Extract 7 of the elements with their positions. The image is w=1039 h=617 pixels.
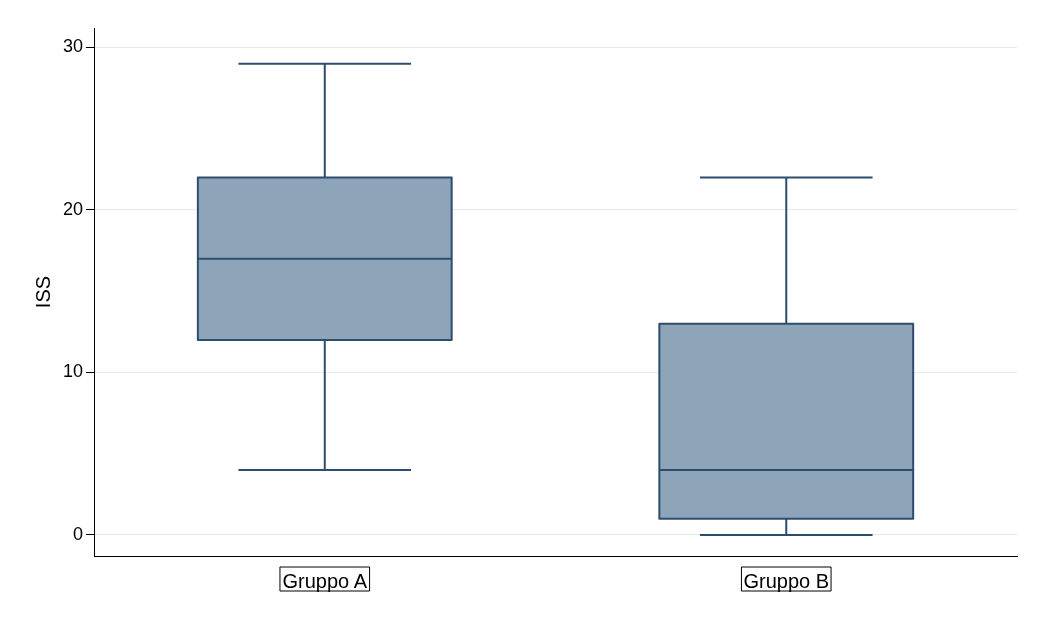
- y-tick-label: 0: [73, 523, 84, 544]
- y-axis-title: ISS: [31, 275, 54, 309]
- x-tick-label: Gruppo A: [282, 569, 368, 592]
- y-tick-label: 30: [62, 36, 84, 57]
- y-tick-label: 20: [62, 198, 84, 219]
- x-tick-label: Gruppo B: [743, 569, 830, 592]
- y-tick-label: 10: [62, 361, 84, 382]
